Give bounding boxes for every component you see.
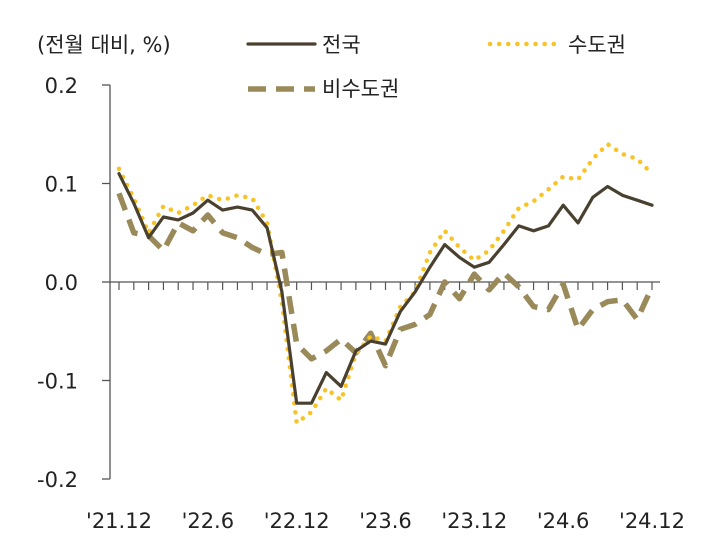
unit-label: (전월 대비, %) bbox=[37, 33, 171, 57]
x-tick-label: '23.12 bbox=[441, 509, 507, 533]
legend-item-1: 수도권 bbox=[487, 33, 626, 57]
y-tick-label: 0.0 bbox=[45, 271, 78, 295]
legend-label-0: 전국 bbox=[322, 33, 361, 57]
legend-item-0: 전국 bbox=[246, 33, 361, 57]
y-axis: 0.2 0.1 0.0 -0.1 -0.2 bbox=[37, 74, 111, 492]
series-layer bbox=[116, 141, 655, 426]
y-tick-label: 0.1 bbox=[45, 173, 78, 197]
x-tick-label: '22.12 bbox=[264, 509, 330, 533]
x-tick-label: '23.6 bbox=[359, 509, 412, 533]
x-axis: '21.12 '22.6 '22.12 '23.6 '23.12 '24.6 '24.12 bbox=[86, 281, 685, 533]
y-tick-label: -0.1 bbox=[37, 370, 78, 394]
legend: 전국 수도권 비수도권 bbox=[246, 33, 626, 101]
x-tick-label: '22.6 bbox=[182, 509, 235, 533]
legend-item-2: 비수도권 bbox=[248, 77, 399, 101]
legend-label-2: 비수도권 bbox=[322, 77, 399, 101]
legend-label-1: 수도권 bbox=[568, 33, 626, 57]
series-line-2 bbox=[116, 192, 655, 369]
x-tick-label: '24.6 bbox=[537, 509, 590, 533]
x-tick-label: '21.12 bbox=[86, 509, 152, 533]
y-tick-label: 0.2 bbox=[45, 74, 78, 98]
series-line-0 bbox=[117, 172, 654, 405]
x-tick-label: '24.12 bbox=[619, 509, 685, 533]
y-tick-label: -0.2 bbox=[37, 468, 78, 492]
